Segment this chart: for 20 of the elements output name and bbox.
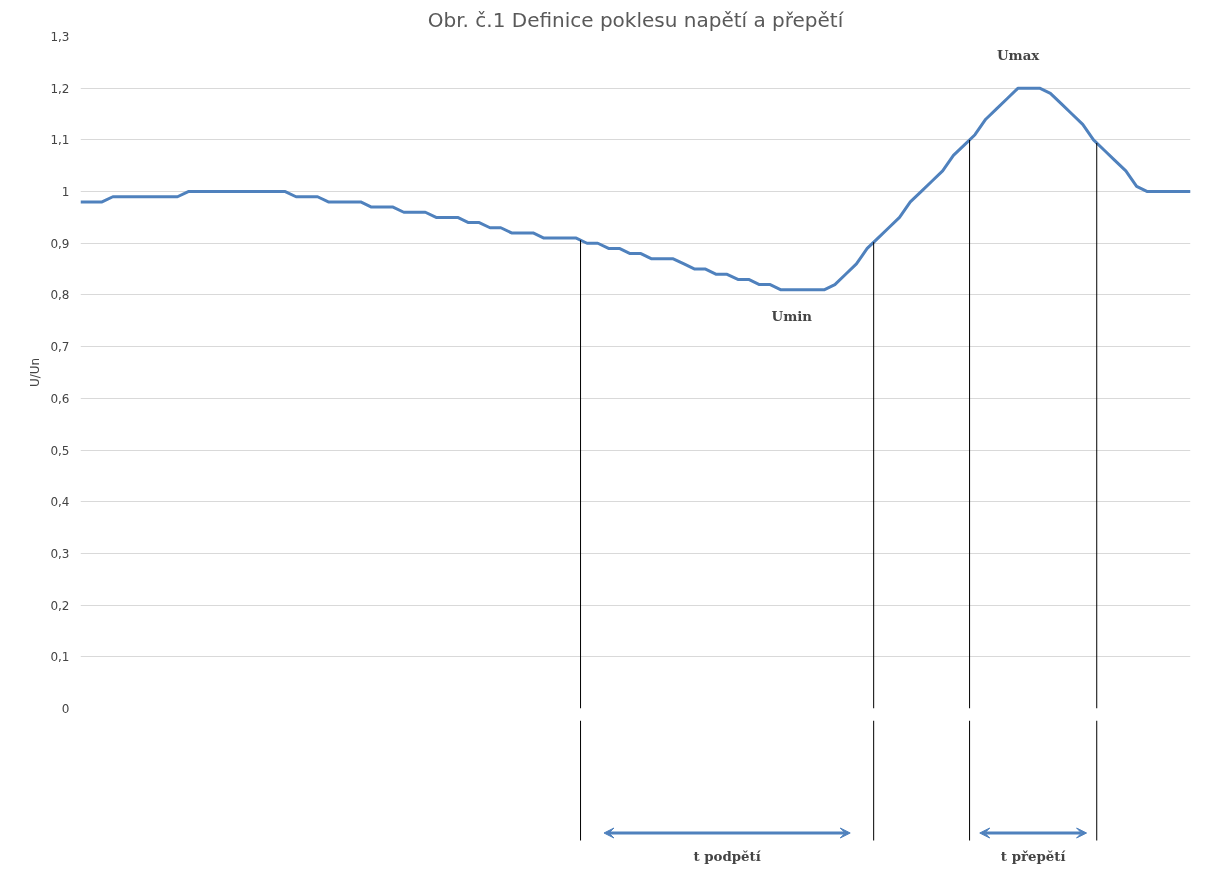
- y-tick-label: 0,5: [50, 443, 70, 458]
- y-tick-label: 0,8: [50, 288, 70, 303]
- y-tick-label: 0,6: [50, 391, 70, 406]
- text: t podpětí: [693, 848, 761, 864]
- y-tick-label: 1: [61, 185, 70, 200]
- y-tick-label: 0,2: [50, 598, 70, 613]
- y-tick-label: 0,7: [50, 340, 70, 355]
- annotation: Umax: [996, 47, 1041, 64]
- y-tick-label: 1,3: [50, 30, 70, 44]
- y-tick-label: 1,1: [50, 133, 70, 148]
- y-tick-label: 0,1: [50, 650, 70, 665]
- annotation: Umin: [771, 307, 813, 324]
- y-axis-title: U/Un: [28, 357, 43, 388]
- y-tick-label: 0,9: [50, 236, 70, 251]
- text: t přepětí: [1000, 848, 1066, 864]
- y-tick-label: 0,4: [50, 495, 70, 510]
- y-tick-label: 0: [61, 702, 70, 716]
- y-tick-label: 1,2: [50, 81, 70, 96]
- y-tick-label: 0,3: [50, 546, 70, 561]
- chart-title: Obr. č.1 Definice poklesu napětí a přepětí: [427, 7, 845, 32]
